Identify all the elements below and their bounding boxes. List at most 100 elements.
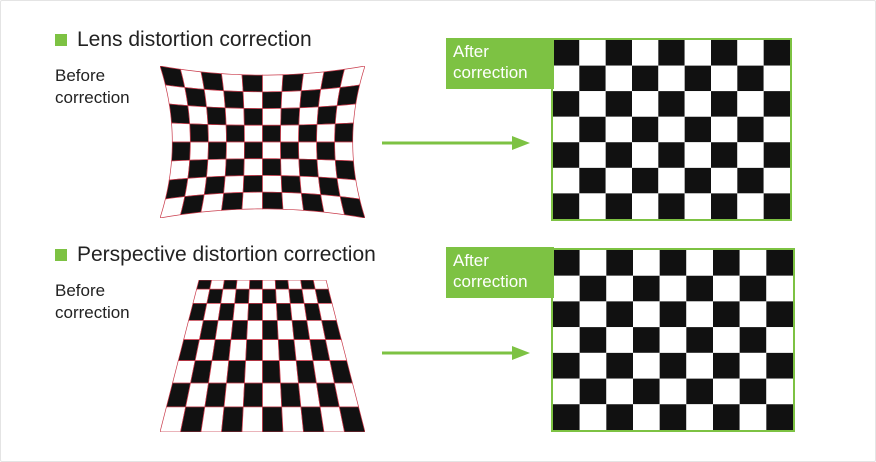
checker-square: [632, 91, 658, 117]
checker-square: [685, 168, 711, 194]
checker-square: [318, 87, 340, 106]
checker-square: [766, 404, 793, 430]
checker-square: [740, 404, 767, 430]
checker-square: [660, 301, 687, 327]
square-bullet-icon: [55, 34, 67, 46]
checker-square: [633, 327, 660, 353]
checker-square: [244, 142, 262, 159]
checker-square: [299, 124, 318, 142]
checker-square: [553, 91, 579, 117]
checker-square: [263, 192, 284, 209]
perspective-before-checkerboard: [160, 280, 365, 432]
checker-square: [245, 361, 263, 383]
checker-square: [580, 276, 607, 302]
checker-square: [553, 327, 580, 353]
checker-square: [224, 176, 244, 194]
lens-after-label: After correction: [446, 38, 554, 89]
perspective-title-text: Perspective distortion correction: [77, 243, 376, 267]
checker-square: [317, 142, 336, 160]
checker-square: [247, 320, 263, 339]
checker-square: [632, 40, 658, 66]
checker-square: [222, 407, 244, 432]
checker-square: [553, 250, 580, 276]
checker-square: [313, 280, 328, 289]
checker-square: [289, 289, 304, 303]
checker-square: [221, 289, 236, 303]
checker-square: [686, 353, 713, 379]
checker-square: [713, 250, 740, 276]
checker-square: [553, 301, 580, 327]
checker-square: [711, 91, 737, 117]
checker-square: [579, 40, 605, 66]
checker-square: [606, 66, 632, 92]
checker-square: [263, 340, 280, 361]
checker-square: [215, 320, 233, 339]
checker-square: [263, 383, 282, 407]
checker-square: [685, 66, 711, 92]
checker-square: [686, 276, 713, 302]
checker-square: [317, 106, 337, 125]
checker-square: [204, 176, 225, 194]
checker-square: [335, 104, 356, 124]
checker-square: [209, 361, 229, 383]
checker-square: [207, 107, 227, 125]
perspective-before-label: Before correction: [55, 280, 130, 324]
checker-square: [278, 340, 296, 361]
perspective-arrow-icon: [380, 344, 532, 362]
checker-square: [686, 327, 713, 353]
checker-square: [263, 92, 282, 109]
checker-square: [301, 280, 316, 289]
checker-square: [553, 142, 579, 168]
checker-square: [658, 142, 684, 168]
checker-square: [263, 142, 281, 159]
checker-square: [335, 123, 354, 142]
checker-square: [658, 40, 684, 66]
checker-square: [299, 107, 319, 125]
checker-square: [686, 404, 713, 430]
checker-square: [212, 340, 231, 361]
checker-square: [201, 72, 224, 91]
checker-square: [553, 353, 580, 379]
checker-square: [277, 320, 294, 339]
checker-square: [658, 117, 684, 143]
checker-square: [279, 361, 298, 383]
checker-square: [686, 301, 713, 327]
checker-square: [579, 142, 605, 168]
checker-square: [764, 117, 790, 143]
checker-square: [580, 327, 607, 353]
checker-square: [227, 361, 246, 383]
checker-square: [244, 125, 262, 142]
checker-square: [766, 250, 793, 276]
checker-square: [236, 280, 250, 289]
checker-square: [606, 193, 632, 219]
lens-before-label: Before correction: [55, 65, 130, 109]
checker-square: [579, 117, 605, 143]
checker-square: [242, 407, 263, 432]
checker-square: [606, 379, 633, 405]
checker-square: [660, 353, 687, 379]
checker-square: [606, 91, 632, 117]
checker-square: [740, 379, 767, 405]
checker-square: [579, 168, 605, 194]
checker-square: [580, 379, 607, 405]
checker-square: [713, 353, 740, 379]
checker-square: [300, 89, 321, 107]
checker-square: [606, 404, 633, 430]
checker-square: [606, 40, 632, 66]
checker-square: [263, 320, 279, 339]
checker-square: [685, 91, 711, 117]
checker-square: [553, 193, 579, 219]
checker-square: [764, 91, 790, 117]
checker-square: [207, 159, 227, 177]
checker-square: [169, 104, 190, 124]
checker-square: [335, 142, 354, 161]
checker-square: [632, 193, 658, 219]
checker-square: [711, 40, 737, 66]
checker-square: [276, 303, 292, 320]
checker-square: [208, 124, 227, 142]
checker-square: [190, 124, 209, 142]
lens-arrow-icon: [380, 134, 532, 152]
checker-square: [685, 117, 711, 143]
checker-square: [580, 353, 607, 379]
checker-square: [553, 276, 580, 302]
